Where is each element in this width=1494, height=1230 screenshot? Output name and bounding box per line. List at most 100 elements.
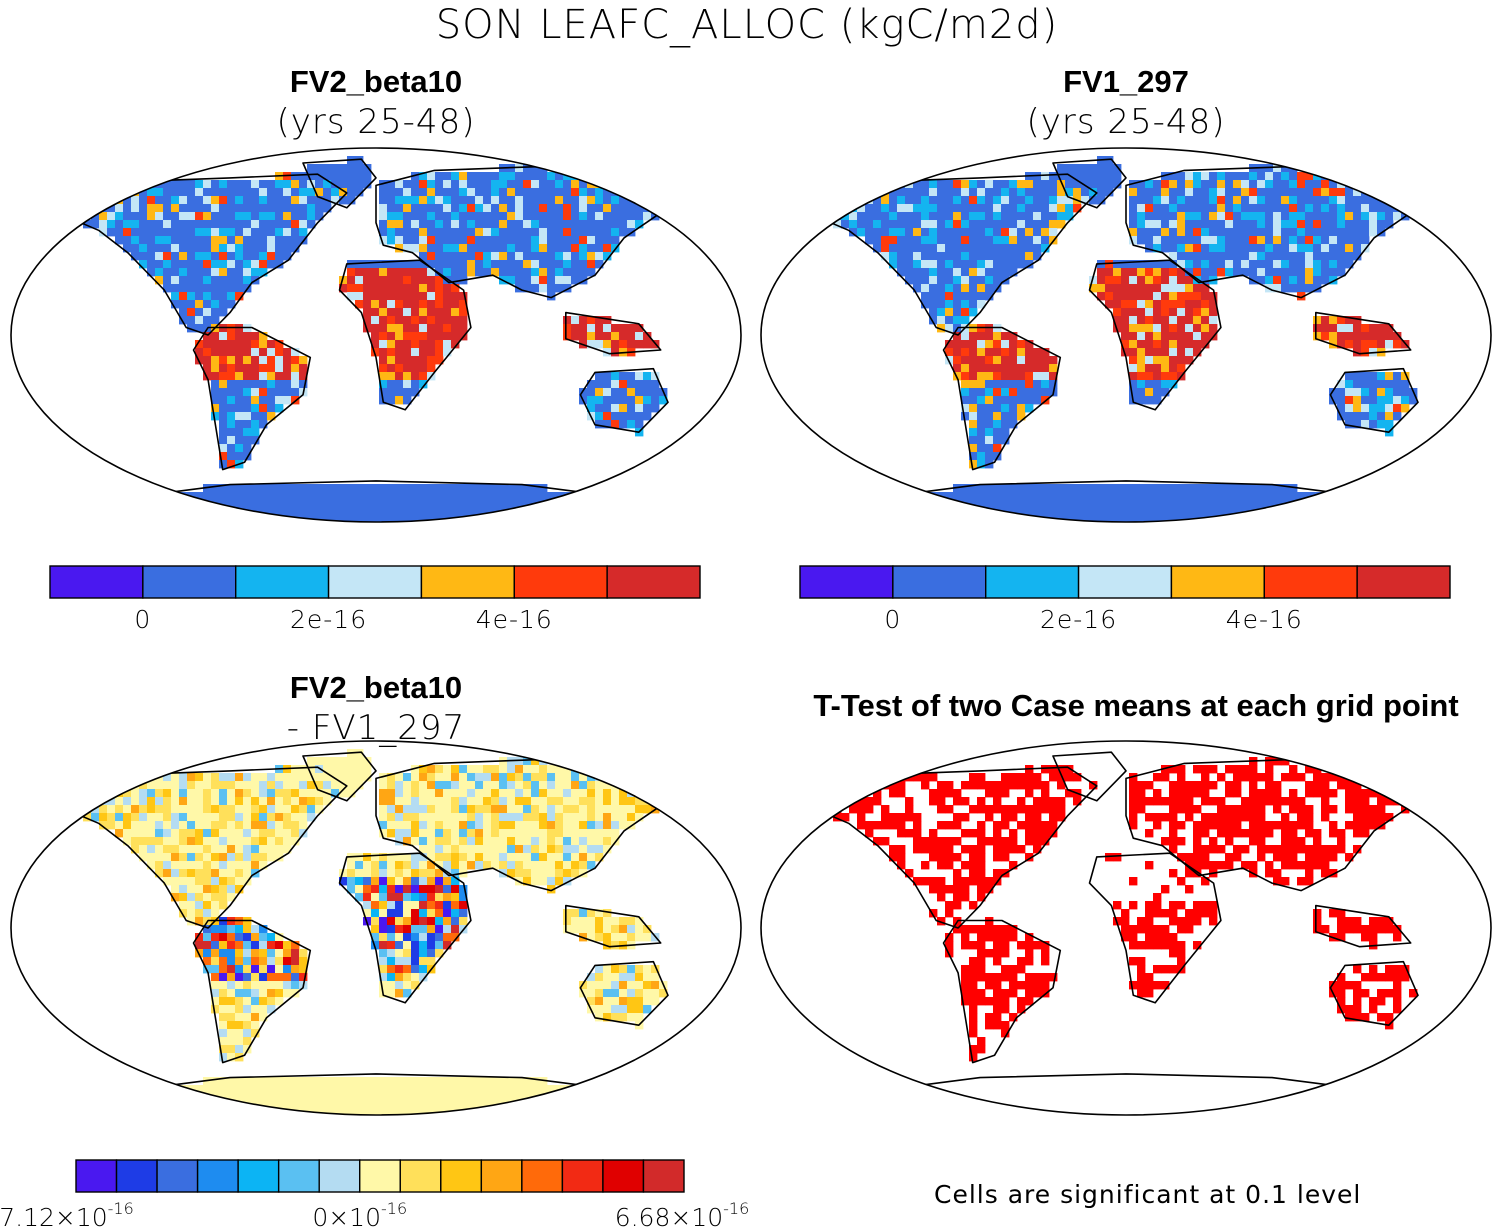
grid-cell [475, 837, 484, 846]
grid-cell [1145, 196, 1154, 205]
grid-cell [419, 508, 428, 517]
grid-cell [131, 516, 140, 522]
grid-cell [259, 204, 268, 213]
grid-cell [251, 1013, 260, 1022]
grid-cell [243, 444, 252, 453]
grid-cell [499, 789, 508, 798]
grid-cell [539, 516, 548, 522]
grid-cell [825, 212, 834, 221]
grid-cell [171, 196, 180, 205]
grid-cell [579, 805, 588, 814]
grid-cell [969, 845, 978, 854]
grid-cell [969, 236, 978, 245]
grid-cell [187, 821, 196, 830]
grid-cell [865, 236, 874, 245]
grid-cell [881, 196, 890, 205]
grid-cell [435, 821, 444, 830]
grid-cell [523, 172, 532, 181]
grid-cell [857, 821, 866, 830]
grid-cell [929, 885, 938, 894]
grid-cell [131, 813, 140, 822]
grid-cell [937, 260, 946, 269]
grid-cell [977, 332, 986, 341]
grid-cell [993, 484, 1002, 493]
grid-cell [323, 1109, 332, 1115]
grid-cell [603, 925, 612, 934]
grid-cell [889, 853, 898, 862]
grid-cell [1361, 324, 1370, 333]
grid-cell [395, 1077, 404, 1086]
grid-cell [259, 1109, 268, 1115]
grid-cell [1177, 516, 1186, 522]
grid-cell [1257, 268, 1266, 277]
grid-cell [403, 508, 412, 517]
grid-cell [155, 268, 164, 277]
grid-cell [283, 845, 292, 854]
grid-cell [411, 516, 420, 522]
grid-cell [977, 492, 986, 501]
grid-cell [1105, 164, 1114, 173]
grid-cell [227, 436, 236, 445]
grid-cell [1361, 212, 1370, 221]
grid-cell [961, 388, 970, 397]
grid-cell [595, 989, 604, 998]
grid-cell [587, 917, 596, 926]
grid-cell [849, 212, 858, 221]
grid-cell [235, 260, 244, 269]
grid-cell [1089, 284, 1098, 293]
grid-cell [817, 212, 826, 221]
grid-cell [163, 853, 172, 862]
grid-cell [1049, 380, 1058, 389]
grid-cell [1097, 172, 1106, 181]
grid-cell [953, 853, 962, 862]
grid-cell [1033, 244, 1042, 253]
grid-cell [1153, 332, 1162, 341]
grid-cell [139, 244, 148, 253]
grid-cell [1129, 388, 1138, 397]
grid-cell [307, 204, 316, 213]
grid-cell [467, 220, 476, 229]
grid-cell [347, 1093, 356, 1102]
grid-cell [75, 805, 84, 814]
grid-cell [1361, 172, 1370, 181]
grid-cell [475, 212, 484, 221]
grid-cell [921, 508, 930, 517]
grid-cell [195, 877, 204, 886]
grid-cell [1161, 188, 1170, 197]
grid-cell [499, 861, 508, 870]
grid-cell [603, 172, 612, 181]
grid-cell [515, 236, 524, 245]
grid-cell [1337, 396, 1346, 405]
grid-cell [251, 941, 260, 950]
grid-cell [1105, 284, 1114, 293]
grid-cell [523, 492, 532, 501]
grid-cell [267, 1077, 276, 1086]
grid-cell [1345, 324, 1354, 333]
grid-cell [219, 308, 228, 317]
grid-cell [411, 869, 420, 878]
grid-cell [387, 805, 396, 814]
grid-cell [937, 212, 946, 221]
grid-cell [531, 252, 540, 261]
grid-cell [363, 300, 372, 309]
grid-cell [419, 845, 428, 854]
grid-cell [475, 861, 484, 870]
grid-cell [579, 837, 588, 846]
grid-cell [411, 853, 420, 862]
grid-cell [347, 516, 356, 522]
grid-cell [347, 172, 356, 181]
grid-cell [1401, 396, 1410, 405]
grid-cell [865, 508, 874, 517]
grid-cell [435, 949, 444, 958]
grid-cell [1025, 204, 1034, 213]
grid-cell [547, 805, 556, 814]
grid-cell [459, 773, 468, 782]
grid-cell [1201, 340, 1210, 349]
grid-cell [395, 372, 404, 381]
grid-cell [195, 861, 204, 870]
grid-cell [467, 204, 476, 213]
grid-cell [251, 861, 260, 870]
grid-cell [961, 180, 970, 189]
grid-cell [1201, 300, 1210, 309]
grid-cell [635, 340, 644, 349]
